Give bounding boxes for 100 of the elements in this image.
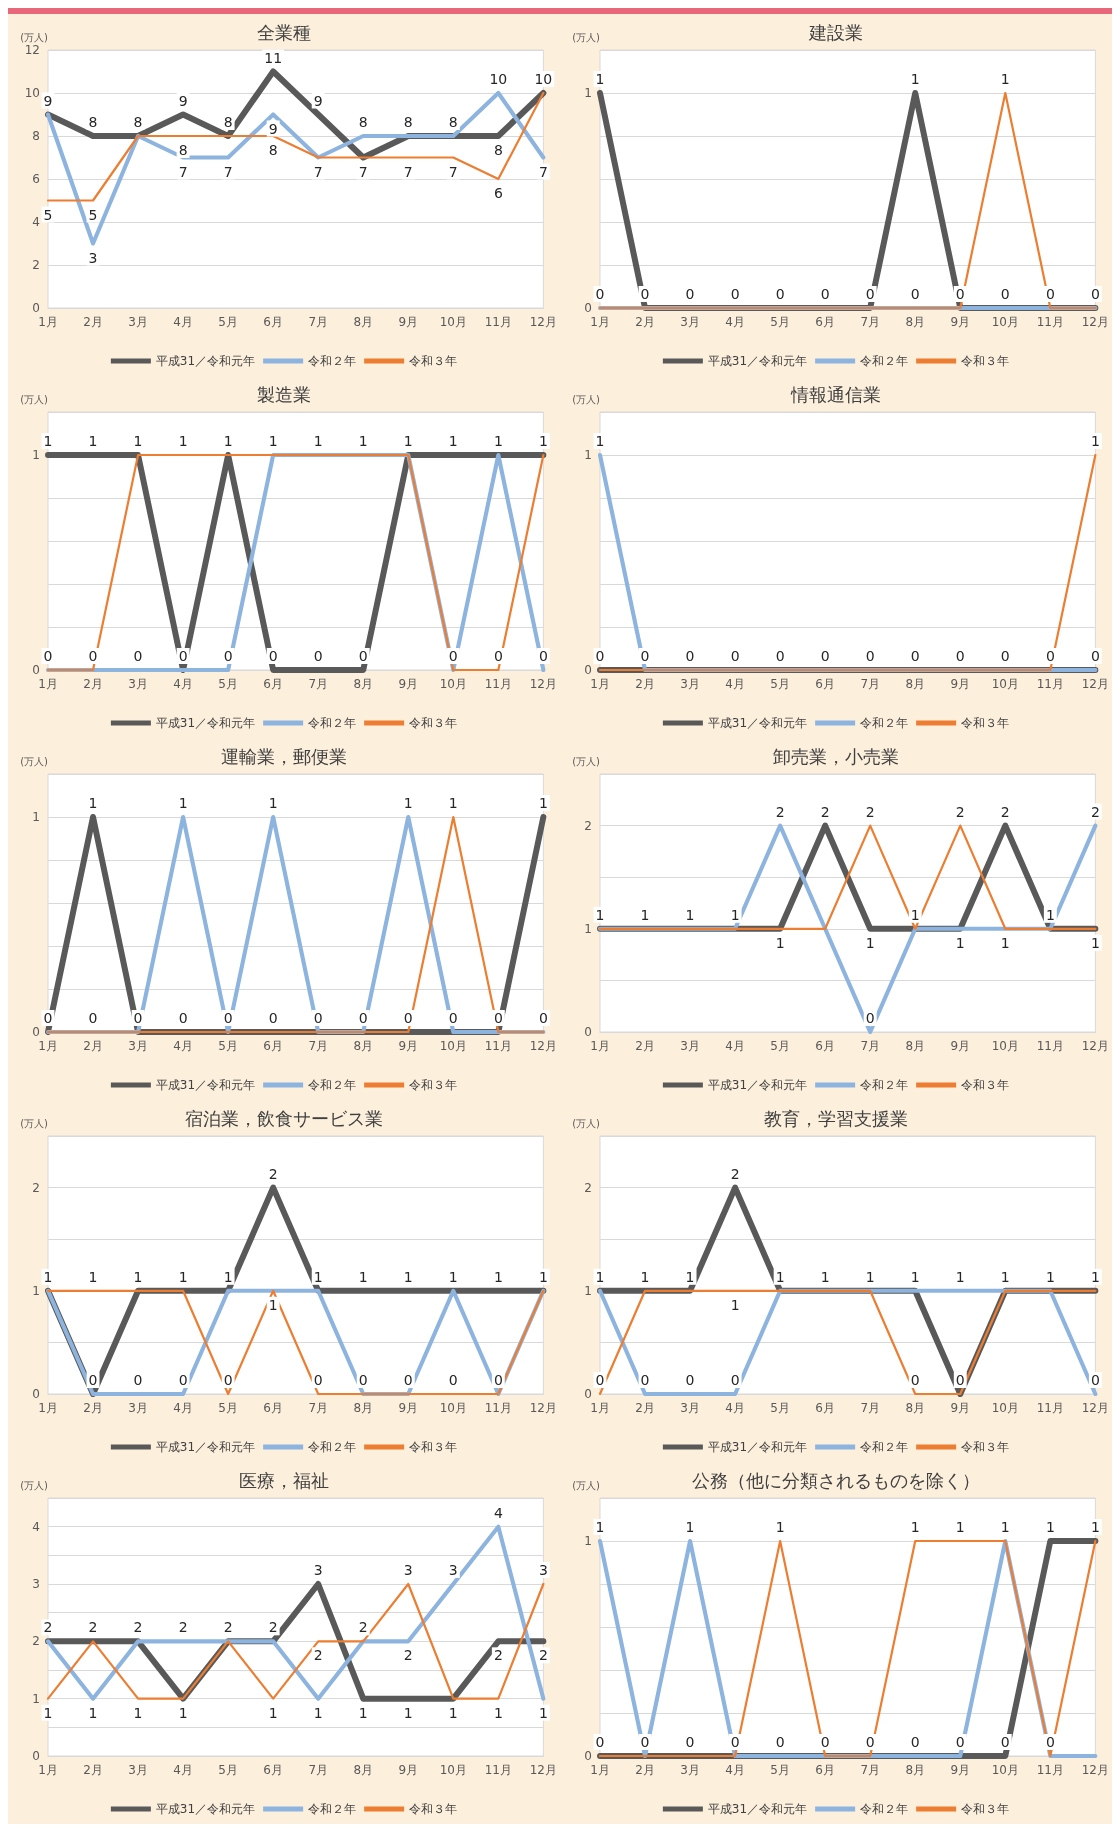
data-label: 1 [88, 1268, 98, 1285]
data-label: 2 [865, 803, 875, 820]
x-tick-label: 12月 [1081, 1039, 1110, 1053]
x-tick-label: 10月 [991, 1763, 1019, 1777]
legend-label: 平成31／令和元年 [155, 1440, 256, 1454]
x-tick-label: 6月 [263, 1039, 283, 1053]
y-tick-label: 1 [584, 1283, 592, 1298]
x-tick-label: 7月 [308, 1401, 329, 1415]
x-tick-label: 8月 [905, 1401, 926, 1415]
data-label: 1 [640, 1268, 650, 1285]
y-axis-title: (万人) [20, 755, 49, 767]
data-label: 1 [268, 795, 278, 811]
data-label: 0 [223, 648, 233, 664]
data-label: 0 [538, 1010, 548, 1026]
legend-label: 令和３年 [409, 1802, 458, 1816]
data-label: 1 [685, 1519, 695, 1535]
data-label: 1 [865, 934, 875, 951]
data-label: 2 [730, 1165, 740, 1182]
x-tick-label: 2月 [83, 1401, 103, 1415]
x-tick-label: 6月 [263, 1401, 283, 1415]
x-tick-label: 7月 [308, 677, 329, 691]
data-label: 1 [493, 433, 503, 449]
data-label: 0 [910, 286, 920, 302]
x-tick-label: 1月 [38, 1763, 58, 1777]
line-series [45, 1524, 546, 1701]
x-tick-label: 7月 [860, 677, 881, 691]
data-label: 1 [1045, 1268, 1055, 1285]
data-label: 0 [133, 648, 143, 664]
x-tick-label: 1月 [590, 677, 610, 691]
data-label: 0 [313, 1010, 323, 1026]
data-label: 0 [358, 1372, 368, 1388]
data-label: 0 [223, 1010, 233, 1026]
legend-label: 平成31／令和元年 [155, 354, 256, 368]
data-label: 2 [268, 1619, 278, 1636]
y-tick-label: 2 [32, 1634, 40, 1649]
data-label: 0 [1090, 648, 1100, 664]
data-label: 0 [955, 1734, 965, 1750]
data-label: 10 [489, 71, 508, 87]
data-label: 0 [640, 1372, 650, 1388]
data-label: 1 [178, 1268, 188, 1285]
legend-label: 令和２年 [308, 1802, 357, 1816]
x-tick-label: 5月 [770, 1039, 790, 1053]
data-label: 0 [448, 1372, 458, 1388]
data-label: 1 [448, 795, 458, 811]
x-tick-label: 3月 [128, 315, 148, 329]
x-tick-label: 3月 [680, 1039, 700, 1053]
chart-title: 運輸業，郵便業 [221, 745, 347, 767]
chart-title: 卸売業，小売業 [773, 745, 899, 767]
x-tick-label: 2月 [635, 1763, 655, 1777]
data-label: 4 [493, 1504, 503, 1521]
x-tick-label: 2月 [635, 315, 655, 329]
data-label: 1 [268, 1704, 278, 1721]
x-tick-label: 10月 [439, 1763, 467, 1777]
data-label: 3 [88, 249, 98, 266]
data-label: 1 [1000, 934, 1010, 951]
legend-label: 令和３年 [409, 1078, 458, 1092]
data-label: 0 [403, 1010, 413, 1026]
y-tick-label: 0 [32, 1749, 40, 1763]
data-label: 0 [730, 286, 740, 302]
x-tick-label: 6月 [815, 1763, 835, 1777]
data-label: 2 [1090, 803, 1100, 820]
data-label: 7 [178, 163, 188, 180]
x-tick-label: 6月 [263, 1763, 283, 1777]
x-tick-label: 6月 [815, 315, 835, 329]
x-tick-label: 10月 [991, 1401, 1019, 1415]
data-label: 0 [910, 1372, 920, 1388]
x-tick-label: 2月 [635, 677, 655, 691]
x-tick-label: 4月 [725, 677, 745, 691]
legend-label: 令和２年 [860, 354, 909, 368]
legend-label: 令和２年 [308, 354, 357, 368]
x-tick-label: 9月 [950, 1763, 971, 1777]
y-axis-title: (万人) [20, 393, 49, 405]
x-tick-label: 2月 [83, 1763, 103, 1777]
x-tick-label: 1月 [590, 1039, 610, 1053]
legend-label: 令和３年 [961, 716, 1010, 730]
data-label: 8 [403, 114, 413, 130]
data-label: 0 [493, 648, 503, 664]
data-label: 0 [88, 1010, 98, 1026]
legend-label: 令和３年 [961, 1078, 1010, 1092]
data-label: 0 [1090, 1372, 1100, 1388]
x-tick-label: 9月 [398, 315, 419, 329]
data-label: 0 [730, 648, 740, 664]
x-tick-label: 5月 [770, 315, 790, 329]
x-tick-label: 11月 [484, 1401, 512, 1415]
data-label: 10 [534, 71, 553, 87]
x-tick-label: 11月 [1036, 1763, 1064, 1777]
data-label: 8 [133, 114, 143, 130]
data-label: 1 [1090, 433, 1100, 449]
data-label: 1 [223, 433, 233, 449]
x-tick-label: 8月 [353, 1401, 374, 1415]
y-axis-title: (万人) [572, 393, 601, 405]
data-label: 0 [313, 1372, 323, 1388]
x-tick-label: 7月 [860, 1039, 881, 1053]
data-label: 0 [1045, 286, 1055, 302]
data-label: 1 [538, 433, 548, 449]
data-label: 0 [448, 648, 458, 664]
x-tick-label: 10月 [439, 677, 467, 691]
x-tick-label: 8月 [353, 1039, 374, 1053]
data-label: 0 [1000, 648, 1010, 664]
data-label: 0 [775, 648, 785, 664]
